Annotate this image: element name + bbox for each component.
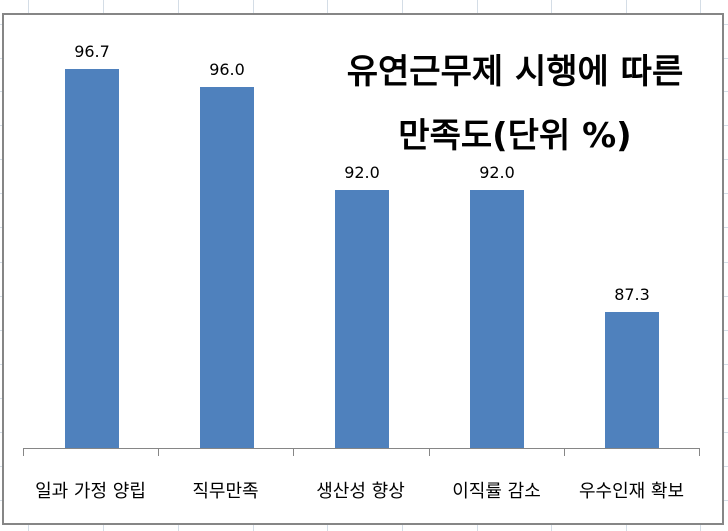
x-axis-tick bbox=[293, 448, 294, 456]
data-label: 92.0 bbox=[344, 163, 380, 182]
x-axis bbox=[23, 448, 700, 449]
x-axis-tick bbox=[429, 448, 430, 456]
chart-title-line-1: 유연근무제 시행에 따른 bbox=[346, 52, 684, 92]
bar-work-life-balance[interactable] bbox=[65, 69, 119, 448]
category-label: 일과 가정 양립 bbox=[35, 481, 146, 502]
category-label: 우수인재 확보 bbox=[578, 481, 685, 502]
data-label: 87.3 bbox=[614, 285, 650, 304]
bar-talent-retention[interactable] bbox=[605, 312, 659, 448]
data-label: 96.0 bbox=[209, 60, 245, 79]
bar-productivity[interactable] bbox=[335, 190, 389, 448]
x-axis-tick bbox=[699, 448, 700, 456]
bar-job-satisfaction[interactable] bbox=[200, 87, 254, 448]
x-axis-tick bbox=[564, 448, 565, 456]
x-axis-tick bbox=[158, 448, 159, 456]
bar-turnover-reduction[interactable] bbox=[470, 190, 524, 448]
chart-title-line-2: 만족도(단위 %) bbox=[398, 116, 632, 156]
category-label: 생산성 향상 bbox=[316, 481, 405, 502]
data-label: 96.7 bbox=[74, 42, 110, 61]
category-label: 직무만족 bbox=[192, 481, 259, 502]
x-axis-tick bbox=[23, 448, 24, 456]
data-label: 92.0 bbox=[479, 163, 515, 182]
category-label: 이직률 감소 bbox=[452, 481, 541, 502]
